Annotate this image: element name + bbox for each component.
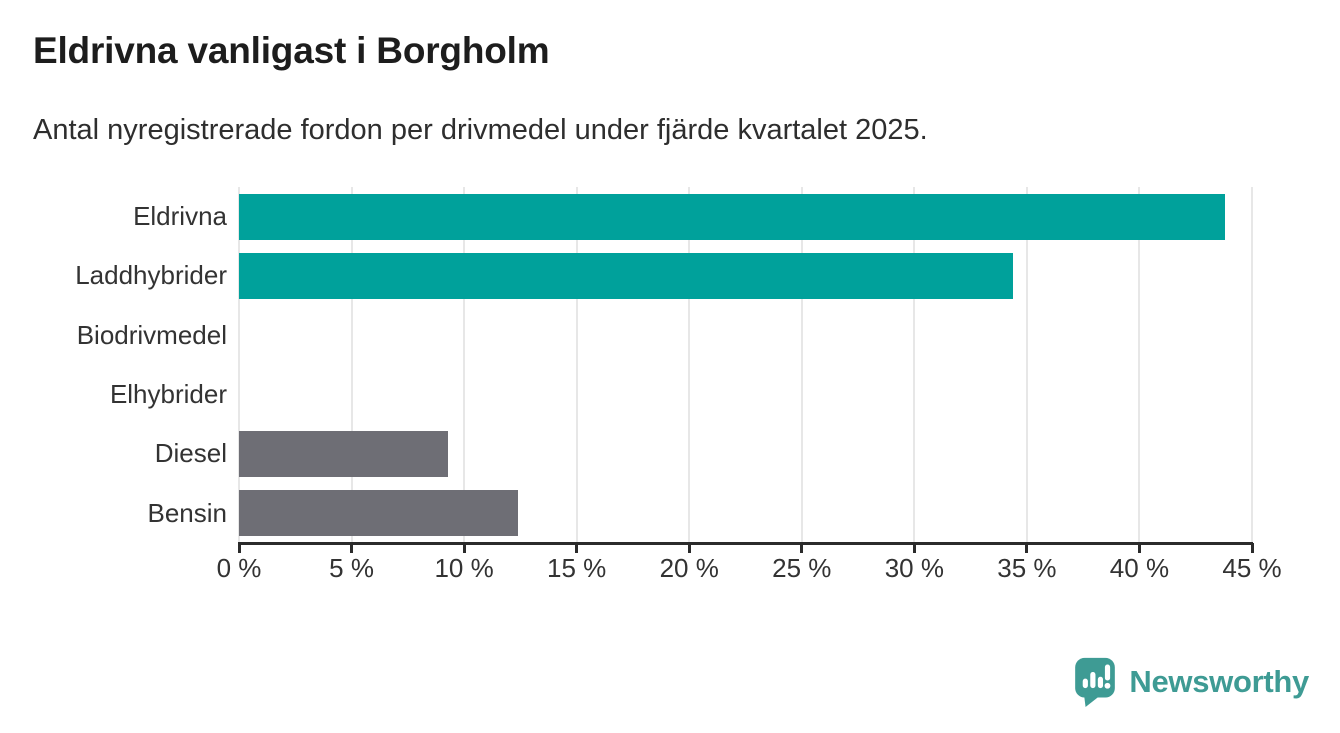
gridline — [1025, 187, 1028, 543]
category-label: Diesel — [154, 438, 227, 469]
x-tick-label: 10 % — [434, 553, 494, 583]
category-labels: Eldrivna Laddhybrider Biodrivmedel Elhybrid… — [0, 187, 227, 543]
category-label: Bensin — [147, 497, 228, 528]
gridline — [913, 187, 916, 543]
axis-tick-mark — [350, 543, 354, 553]
x-tick-label: 30 % — [884, 553, 944, 583]
x-tick-label: 5 % — [329, 553, 374, 583]
gridline — [238, 187, 240, 543]
bar — [239, 490, 519, 537]
x-axis-tick-labels: 0 % 5 % 10 % 15 % 20 % 25 % 30 % 35 % 40 % 45 % — [217, 553, 1282, 587]
category-label: Elhybrider — [109, 379, 227, 409]
category-label: Biodrivmedel — [76, 319, 227, 350]
gridline — [800, 187, 803, 543]
gridline — [463, 187, 466, 543]
gridline — [575, 187, 578, 543]
plot-area — [237, 187, 1254, 553]
axis-tick-mark — [462, 543, 466, 553]
gridline — [688, 187, 691, 543]
x-tick-label: 25 % — [772, 553, 832, 583]
gridline — [1251, 187, 1253, 543]
axis-tick-mark — [800, 543, 804, 553]
x-tick-label: 0 % — [216, 553, 262, 583]
axis-tick-mark — [1137, 543, 1141, 553]
chart-title: Eldrivna vanligast i Borgholm — [33, 30, 550, 71]
axis-tick-mark — [237, 543, 241, 553]
newsworthy-logo: Newsworthy — [1072, 656, 1309, 707]
axis-tick-mark — [912, 543, 916, 553]
category-label: Eldrivna — [133, 201, 227, 231]
gridline — [350, 187, 353, 543]
x-tick-label: 15 % — [547, 553, 607, 583]
chart-subtitle: Antal nyregistrerade fordon per drivmede… — [33, 114, 928, 146]
axis-tick-mark — [1025, 543, 1029, 553]
gridline — [1138, 187, 1141, 543]
brand-name: Newsworthy — [1129, 663, 1309, 699]
bar — [239, 431, 449, 477]
newsworthy-icon — [1075, 657, 1116, 707]
x-tick-label: 40 % — [1109, 553, 1170, 583]
x-tick-label: 45 % — [1222, 553, 1282, 583]
x-axis-line — [238, 542, 1253, 545]
x-tick-label: 35 % — [997, 553, 1057, 583]
bar — [239, 193, 1225, 240]
axis-tick-mark — [687, 543, 691, 553]
bar — [239, 253, 1014, 299]
axis-tick-mark — [575, 543, 579, 553]
category-label: Laddhybrider — [75, 260, 227, 291]
axis-tick-mark — [1250, 543, 1254, 553]
x-tick-label: 20 % — [659, 553, 719, 583]
